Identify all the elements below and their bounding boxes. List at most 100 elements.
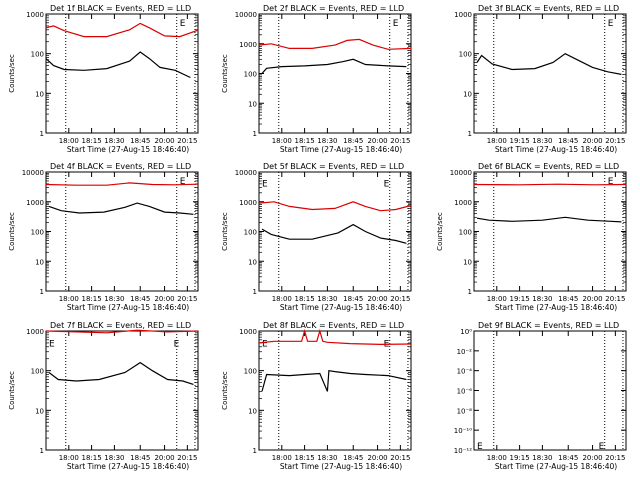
x-tick-label: 20:15 (390, 137, 410, 145)
segment-marker-e: E (180, 19, 186, 29)
series-events-line (48, 202, 194, 215)
x-tick-label: 19:15 (510, 137, 530, 145)
panel-det-7f: Det 7f BLACK = Events, RED = LLD 1 10 100 10… (8, 321, 199, 471)
y-tick-label: 1 (40, 130, 44, 138)
x-axis-label: Start Time (27-Aug-15 18:46:40) (67, 462, 189, 471)
panel-det-3f: Det 3f BLACK = Events, RED = LLD 1 10 100 10… (454, 4, 627, 154)
y-axis-label: Counts/sec (221, 212, 229, 251)
x-tick-label: 20:15 (177, 454, 197, 462)
x-axis-label: Start Time (27-Aug-15 18:46:40) (495, 303, 617, 312)
segment-marker-e: E (262, 179, 268, 189)
x-tick-label: 18:45 (558, 137, 578, 145)
y-tick-label: 1000 (26, 199, 44, 207)
y-tick-label: 10⁻¹² (454, 447, 472, 455)
panel-title: Det 2f BLACK = Events, RED = LLD (263, 4, 404, 13)
x-tick-label: 18:15 (82, 295, 102, 303)
y-tick-label: 1000 (26, 328, 44, 336)
x-tick-label: 20:00 (582, 454, 602, 462)
x-tick-label: 18:15 (82, 137, 102, 145)
y-tick-label: 10⁰ (460, 328, 472, 336)
series-events-line (261, 223, 407, 244)
y-tick-label: 100 (31, 229, 44, 237)
y-tick-label: 10⁻⁴ (457, 368, 473, 376)
x-tick-label: 18:00 (487, 137, 507, 145)
x-tick-label: 20:15 (605, 295, 625, 303)
series-events-line (45, 51, 191, 79)
segment-marker-e: E (49, 340, 55, 350)
x-tick-label: 18:45 (343, 295, 363, 303)
panel-det-4f: Det 4f BLACK = Events, RED = LLD 1 10 100 10… (8, 162, 199, 312)
x-tick-label: 18:45 (343, 137, 363, 145)
x-tick-label: 20:15 (390, 454, 410, 462)
y-axis-label: Counts/sec (436, 212, 444, 251)
panel-title: Det 6f BLACK = Events, RED = LLD (478, 162, 619, 171)
x-tick-label: 18:00 (59, 137, 79, 145)
segment-marker-e: E (174, 340, 180, 350)
y-tick-label: 10 (35, 90, 44, 98)
y-tick-label: 100 (244, 229, 257, 237)
y-tick-label: 100 (244, 71, 257, 79)
y-tick-label: 1 (468, 288, 472, 296)
panel-title: Det 4f BLACK = Events, RED = LLD (50, 162, 191, 171)
y-tick-label: 1000 (239, 328, 257, 336)
x-tick-label: 18:45 (558, 454, 578, 462)
y-tick-label: 10 (463, 90, 472, 98)
series-lld-line (258, 38, 412, 50)
series-lld-line (45, 182, 199, 186)
x-tick-label: 18:45 (130, 295, 150, 303)
y-tick-label: 10 (35, 258, 44, 266)
y-tick-label: 1 (253, 447, 257, 455)
segment-marker-e: E (384, 179, 390, 189)
x-tick-label: 18:30 (317, 137, 337, 145)
y-tick-label: 1000 (454, 199, 472, 207)
x-tick-label: 18:00 (272, 454, 292, 462)
segment-marker-e: E (393, 19, 399, 29)
x-tick-label: 18:00 (59, 454, 79, 462)
panel-det-5f: Det 5f BLACK = Events, RED = LLD 1 10 100 10… (221, 162, 412, 312)
x-tick-label: 18:30 (104, 137, 124, 145)
panel-title: Det 1f BLACK = Events, RED = LLD (50, 4, 191, 13)
series-lld-line (258, 201, 412, 212)
panel-det-8f: Det 8f BLACK = Events, RED = LLD 1 10 100 10… (221, 321, 412, 471)
y-axis-label: Counts/sec (8, 212, 16, 251)
x-tick-label: 20:15 (177, 295, 197, 303)
x-tick-label: 18:15 (295, 295, 315, 303)
y-tick-label: 10 (248, 100, 257, 108)
x-tick-label: 18:30 (532, 137, 552, 145)
x-tick-label: 20:00 (582, 295, 602, 303)
y-tick-label: 1000 (239, 199, 257, 207)
y-axis-label: Counts/sec (8, 371, 16, 410)
plot-frame (258, 13, 412, 134)
y-tick-label: 10000 (235, 11, 257, 19)
x-axis-label: Start Time (27-Aug-15 18:46:40) (495, 145, 617, 154)
panel-title: Det 3f BLACK = Events, RED = LLD (478, 4, 619, 13)
y-tick-label: 10000 (450, 169, 472, 177)
segment-marker-e: E (608, 19, 614, 29)
x-axis-label: Start Time (27-Aug-15 18:46:40) (67, 145, 189, 154)
x-tick-label: 18:30 (104, 454, 124, 462)
x-tick-label: 20:15 (390, 295, 410, 303)
y-tick-label: 1 (253, 130, 257, 138)
y-tick-label: 10000 (22, 169, 44, 177)
series-events-line (476, 216, 622, 223)
x-tick-label: 18:00 (272, 137, 292, 145)
panel-title: Det 8f BLACK = Events, RED = LLD (263, 321, 404, 330)
x-tick-label: 19:15 (510, 454, 530, 462)
x-tick-label: 18:00 (487, 454, 507, 462)
x-tick-label: 18:45 (558, 295, 578, 303)
panel-title: Det 7f BLACK = Events, RED = LLD (50, 321, 191, 330)
y-tick-label: 100 (244, 368, 257, 376)
x-tick-label: 20:15 (605, 137, 625, 145)
x-axis-label: Start Time (27-Aug-15 18:46:40) (280, 145, 402, 154)
plot-frame (45, 13, 199, 134)
x-tick-label: 18:15 (295, 137, 315, 145)
panel-det-9f: Det 9f BLACK = Events, RED = LLD 10⁰ 10⁻² 1… (454, 321, 627, 471)
x-tick-label: 19:15 (510, 295, 530, 303)
x-tick-label: 18:00 (272, 295, 292, 303)
x-tick-label: 18:30 (317, 454, 337, 462)
x-tick-label: 20:00 (154, 454, 174, 462)
x-tick-label: 20:00 (154, 137, 174, 145)
x-tick-label: 18:30 (532, 454, 552, 462)
x-tick-label: 20:00 (154, 295, 174, 303)
